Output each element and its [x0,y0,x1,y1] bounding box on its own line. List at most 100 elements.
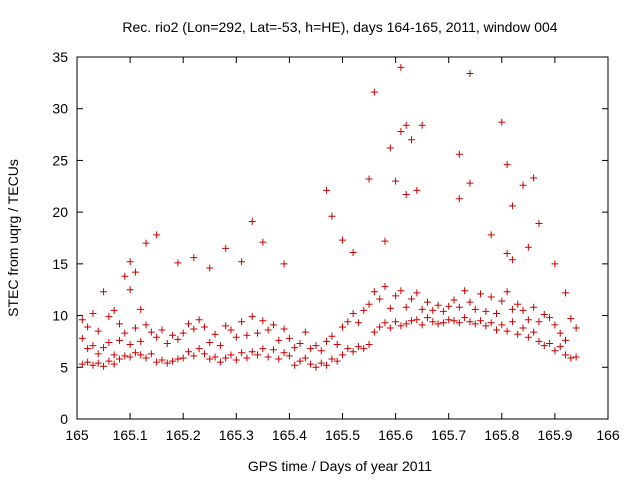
data-point [78,334,86,342]
data-point [232,356,240,364]
data-point [280,260,288,268]
data-point [477,317,485,325]
data-point [121,272,129,280]
data-point [503,161,511,169]
y-tick-label: 35 [52,49,68,65]
data-point [482,322,490,330]
data-point [307,345,315,353]
data-point [439,307,447,315]
data-point [339,323,346,331]
data-point [147,350,155,358]
data-point [466,298,474,306]
x-tick-label: 165.5 [325,427,360,443]
data-point [434,320,442,328]
data-point [508,256,516,264]
data-point [323,186,331,194]
data-point [519,181,527,189]
data-point [174,335,182,343]
x-tick-label: 166 [596,427,620,443]
data-point [354,319,362,327]
data-point [551,347,559,355]
x-axis-label: GPS time / Days of year 2011 [248,458,432,474]
data-point [339,351,346,359]
data-point [238,258,246,266]
data-point [402,303,410,311]
data-point [78,360,86,368]
data-point [259,238,267,246]
data-point [572,324,580,332]
data-point [174,259,182,267]
data-point [524,243,532,251]
data-point [503,288,511,296]
data-point [508,318,516,326]
data-point [370,328,378,336]
data-point [386,144,394,152]
data-point [163,359,171,367]
data-point [190,352,198,360]
data-point [370,88,378,96]
data-point [519,324,527,332]
data-point [301,328,309,336]
data-point [455,319,463,327]
data-point [185,320,193,328]
data-point [376,295,384,303]
data-point [84,323,92,331]
data-point [89,310,97,318]
data-point [402,320,410,328]
data-point [126,286,134,294]
data-point [508,305,516,313]
data-point [461,287,469,295]
x-tick-label: 165.4 [272,427,307,443]
data-point [434,301,442,309]
data-point [89,361,97,369]
data-point [466,70,474,78]
data-point [333,357,341,365]
data-point [238,318,246,326]
data-point [243,354,251,362]
data-point [360,345,368,353]
y-tick-label: 10 [52,308,68,324]
data-point [503,250,511,258]
data-point [126,258,134,266]
data-point [169,357,177,365]
data-point [328,355,336,363]
data-point [158,326,166,334]
data-point [423,314,431,322]
data-point [482,307,490,315]
data-point [126,341,134,349]
data-point [333,341,341,349]
data-point [264,326,272,334]
data-point [105,357,113,365]
data-point [418,321,426,329]
data-point [567,354,575,362]
data-point [142,239,150,247]
data-point [137,305,145,313]
data-point [540,342,548,350]
data-point [248,313,256,321]
data-point [100,344,108,352]
data-point [312,363,320,371]
data-point [269,346,277,354]
data-point [466,179,474,187]
data-point [216,358,224,366]
data-point [572,353,580,361]
x-tick-label: 165.2 [166,427,201,443]
data-point [344,345,352,353]
data-point [317,359,325,367]
data-point [84,358,92,366]
data-point [216,342,224,350]
data-point [110,351,118,359]
data-point [115,355,123,363]
data-point [477,290,485,298]
data-point [508,202,516,210]
y-axis-label: STEC from uqrg / TECUs [5,159,21,317]
data-point [402,191,410,199]
data-point [94,350,102,358]
data-point [131,349,139,357]
data-point [466,318,474,326]
data-point [280,325,288,333]
data-point [142,354,150,362]
y-axis-ticks: 0 5 10 15 20 25 30 35 [52,49,608,427]
data-point [498,321,506,329]
data-point [105,313,113,321]
